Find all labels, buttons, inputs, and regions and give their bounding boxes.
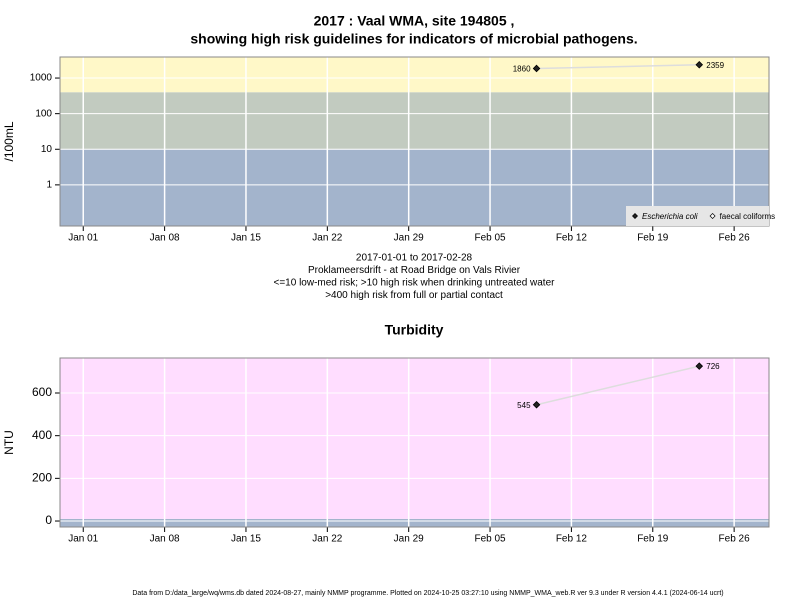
x-tick-label: Feb 19	[637, 233, 669, 244]
chart-title: 2017 : Vaal WMA, site 194805 ,	[314, 13, 515, 29]
x-tick-label: Jan 22	[312, 233, 342, 244]
x-tick-label: Jan 15	[231, 534, 261, 545]
risk-band	[60, 358, 769, 519]
plot-frame	[59, 357, 770, 528]
data-label: 2359	[706, 61, 724, 70]
series-line	[536, 365, 700, 406]
series-line	[536, 64, 700, 70]
x-tick-label: Jan 08	[150, 233, 180, 244]
x-axis-label: Proklameersdrift - at Road Bridge on Val…	[308, 265, 521, 276]
x-tick-label: Jan 08	[150, 534, 180, 545]
data-label: 726	[706, 362, 720, 371]
y-tick-label: 1	[46, 180, 52, 191]
x-tick-label: Feb 12	[556, 534, 588, 545]
y-tick-label: 100	[35, 108, 52, 119]
y-axis-label: /100mL	[2, 121, 16, 161]
risk-band	[60, 92, 769, 150]
data-point	[532, 64, 541, 73]
x-tick-label: Feb 05	[474, 534, 506, 545]
chart-title: Turbidity	[385, 322, 444, 338]
x-tick-label: Feb 26	[719, 534, 751, 545]
plot-frame	[59, 56, 770, 227]
y-tick-label: 1000	[30, 73, 53, 84]
x-axis-label: >400 high risk from full or partial cont…	[325, 290, 503, 301]
legend-marker	[632, 213, 638, 219]
x-tick-label: Jan 29	[394, 534, 424, 545]
footer: Data from D:/data_large/wq/wms.db dated …	[132, 590, 723, 597]
x-tick-label: Jan 22	[312, 534, 342, 545]
y-tick-label: 10	[41, 144, 53, 155]
risk-band	[60, 57, 769, 93]
y-tick-label: 400	[32, 428, 52, 442]
y-tick-label: 600	[32, 385, 52, 399]
y-axis-label: NTU	[2, 430, 16, 455]
risk-band	[60, 518, 769, 527]
data-label: 545	[517, 401, 531, 410]
legend: Escherichia coli faecal coliforms	[626, 206, 775, 226]
legend-marker	[709, 213, 716, 219]
y-tick-label: 0	[45, 513, 52, 527]
chart-title: showing high risk guidelines for indicat…	[190, 31, 637, 47]
y-tick-label: 200	[32, 471, 52, 485]
legend-label: faecal coliforms	[720, 212, 776, 221]
data-point	[695, 61, 704, 69]
x-tick-label: Jan 01	[68, 233, 98, 244]
x-tick-label: Feb 05	[474, 233, 506, 244]
x-axis-label: <=10 low-med risk; >10 high risk when dr…	[274, 278, 556, 289]
x-tick-label: Jan 01	[68, 534, 98, 545]
x-tick-label: Feb 26	[719, 233, 751, 244]
data-label: 1860	[513, 65, 531, 74]
x-tick-label: Feb 12	[556, 233, 588, 244]
legend-box	[626, 206, 769, 226]
data-point	[695, 362, 704, 370]
data-point	[532, 400, 541, 409]
legend-label: Escherichia coli	[642, 212, 698, 221]
x-tick-label: Jan 15	[231, 233, 261, 244]
x-tick-label: Feb 19	[637, 534, 669, 545]
x-axis-label: 2017-01-01 to 2017-02-28	[356, 253, 473, 264]
x-tick-label: Jan 29	[394, 233, 424, 244]
